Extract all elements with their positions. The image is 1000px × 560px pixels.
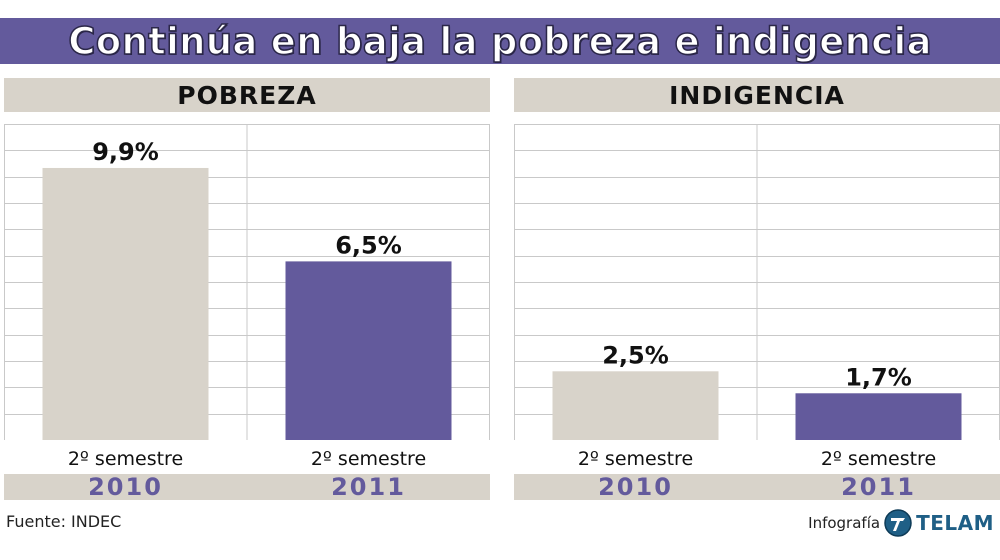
telam-logo-icon xyxy=(884,509,912,537)
data-label: 9,9% xyxy=(92,138,159,166)
credit: Infografía TELAM xyxy=(808,508,994,538)
plot-indigencia: 2,5% 1,7% xyxy=(514,124,1000,440)
panel-header: POBREZA xyxy=(4,78,490,112)
data-label: 6,5% xyxy=(335,231,402,259)
year-label: 2011 xyxy=(841,473,916,501)
year-label: 2011 xyxy=(331,473,406,501)
panel-title: POBREZA xyxy=(177,80,317,110)
semester-label: 2º semestre xyxy=(820,448,937,470)
panel-pobreza: POBREZA 9,9% 6,5% 2º semestre 2º semestre… xyxy=(4,78,490,500)
panel-header: INDIGENCIA xyxy=(514,78,1000,112)
credit-prefix: Infografía xyxy=(808,514,881,532)
credit-brand: TELAM xyxy=(916,511,994,535)
panel-indigencia: INDIGENCIA 2,5% 1,7% 2º semestre 2º semes… xyxy=(514,78,1000,500)
bar xyxy=(795,393,962,440)
bar xyxy=(552,371,719,440)
year-label: 2010 xyxy=(88,473,163,501)
data-label: 1,7% xyxy=(845,363,912,391)
semester-label: 2º semestre xyxy=(67,448,184,470)
source-note: Fuente: INDEC xyxy=(6,512,122,531)
bar xyxy=(285,261,452,440)
title-banner: Continúa en baja la pobreza e indigencia xyxy=(0,18,1000,64)
year-strip: 2010 2011 xyxy=(4,474,490,500)
semester-label: 2º semestre xyxy=(310,448,427,470)
plot-pobreza: 9,9% 6,5% xyxy=(4,124,490,440)
year-label: 2010 xyxy=(598,473,673,501)
panel-title: INDIGENCIA xyxy=(669,80,845,110)
chart-title: Continúa en baja la pobreza e indigencia xyxy=(68,19,933,64)
year-strip: 2010 2011 xyxy=(514,474,1000,500)
bar xyxy=(42,167,209,440)
data-label: 2,5% xyxy=(602,341,669,369)
semester-label: 2º semestre xyxy=(577,448,694,470)
